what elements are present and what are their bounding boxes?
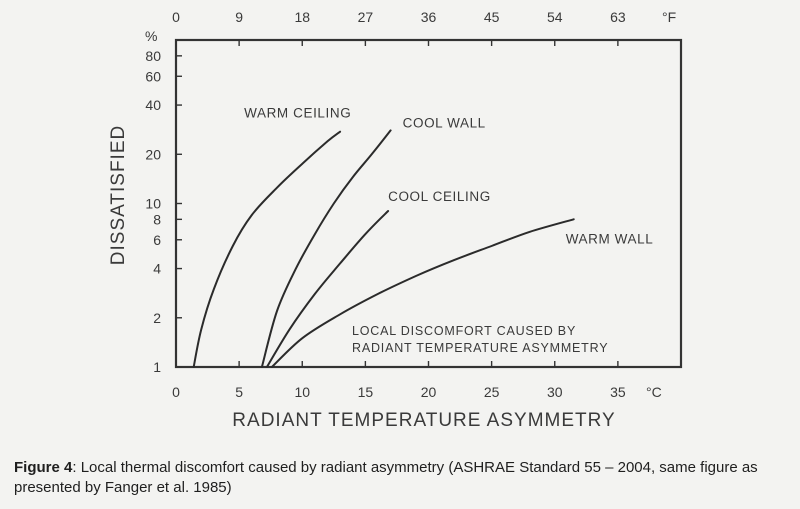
series-labels: WARM CEILING COOL WALL COOL CEILING WARM WA… [244, 106, 653, 247]
series-label-warm-wall: WARM WALL [566, 231, 654, 246]
x-tick-label: 5 [235, 384, 243, 400]
y-tick-label: 2 [153, 310, 161, 326]
series-line-cool-wall [260, 129, 392, 368]
y-axis-ticks: 1 2 4 6 810 20 40 60 80 [145, 48, 182, 375]
caption-text: : Local thermal discomfort caused by rad… [14, 459, 758, 496]
series-curves [192, 129, 575, 368]
top-tick-label: 45 [484, 9, 500, 25]
y-tick-label: 1 [153, 359, 161, 375]
series-line-warm-ceiling [192, 130, 342, 368]
y-tick-label: 6 [153, 232, 161, 248]
top-axis-ticks: 0 9 18 27 36 45 54 63 [172, 9, 626, 46]
top-tick-label: 27 [358, 9, 374, 25]
y-axis-title: DISSATISFIED [108, 125, 129, 265]
annotation-line: RADIANT TEMPERATURE ASYMMETRY [352, 341, 608, 355]
top-tick-label: 63 [610, 9, 626, 25]
x-tick-label: 25 [484, 384, 500, 400]
chart: 0 5 10 15 20 25 30 35 0 9 18 27 36 45 54 63 1246810204… [108, 9, 683, 431]
y-tick-label: 60 [145, 68, 161, 84]
y-tick-label: 4 [153, 261, 161, 277]
top-tick-label: 54 [547, 9, 563, 25]
x-tick-label: 0 [172, 384, 180, 400]
top-tick-label: 18 [294, 9, 310, 25]
series-label-cool-wall: COOL WALL [403, 115, 486, 130]
top-tick-label: 36 [421, 9, 437, 25]
x-tick-label: 20 [421, 384, 437, 400]
y-tick-label: 20 [145, 146, 161, 162]
caption-label: Figure 4 [14, 459, 73, 476]
x-tick-label: 15 [358, 384, 374, 400]
y-unit-label: % [145, 28, 157, 44]
y-tick-label: 80 [145, 48, 161, 64]
x-tick-label: 35 [610, 384, 626, 400]
y-tick-label: 40 [145, 97, 161, 113]
top-tick-label: 0 [172, 9, 180, 25]
figure-caption: Figure 4: Local thermal discomfort cause… [14, 458, 794, 498]
x-unit-label: °C [646, 384, 662, 400]
series-line-warm-wall [270, 218, 575, 368]
y-tick-label: 8 [153, 211, 161, 227]
x2-unit-label: °F [662, 9, 676, 25]
x-tick-label: 30 [547, 384, 563, 400]
series-label-cool-ceiling: COOL CEILING [388, 189, 491, 204]
top-tick-label: 9 [235, 9, 243, 25]
y-tick-label: 10 [145, 196, 161, 212]
x-axis-ticks: 0 5 10 15 20 25 30 35 [172, 361, 626, 400]
x-tick-label: 10 [294, 384, 310, 400]
series-label-warm-ceiling: WARM CEILING [244, 106, 351, 121]
chart-annotation: LOCAL DISCOMFORT CAUSED BY RADIANT TEMPER… [352, 324, 608, 355]
series-line-cool-ceiling [265, 210, 390, 368]
annotation-line: LOCAL DISCOMFORT CAUSED BY [352, 324, 576, 338]
x-axis-title: RADIANT TEMPERATURE ASYMMETRY [232, 410, 615, 431]
